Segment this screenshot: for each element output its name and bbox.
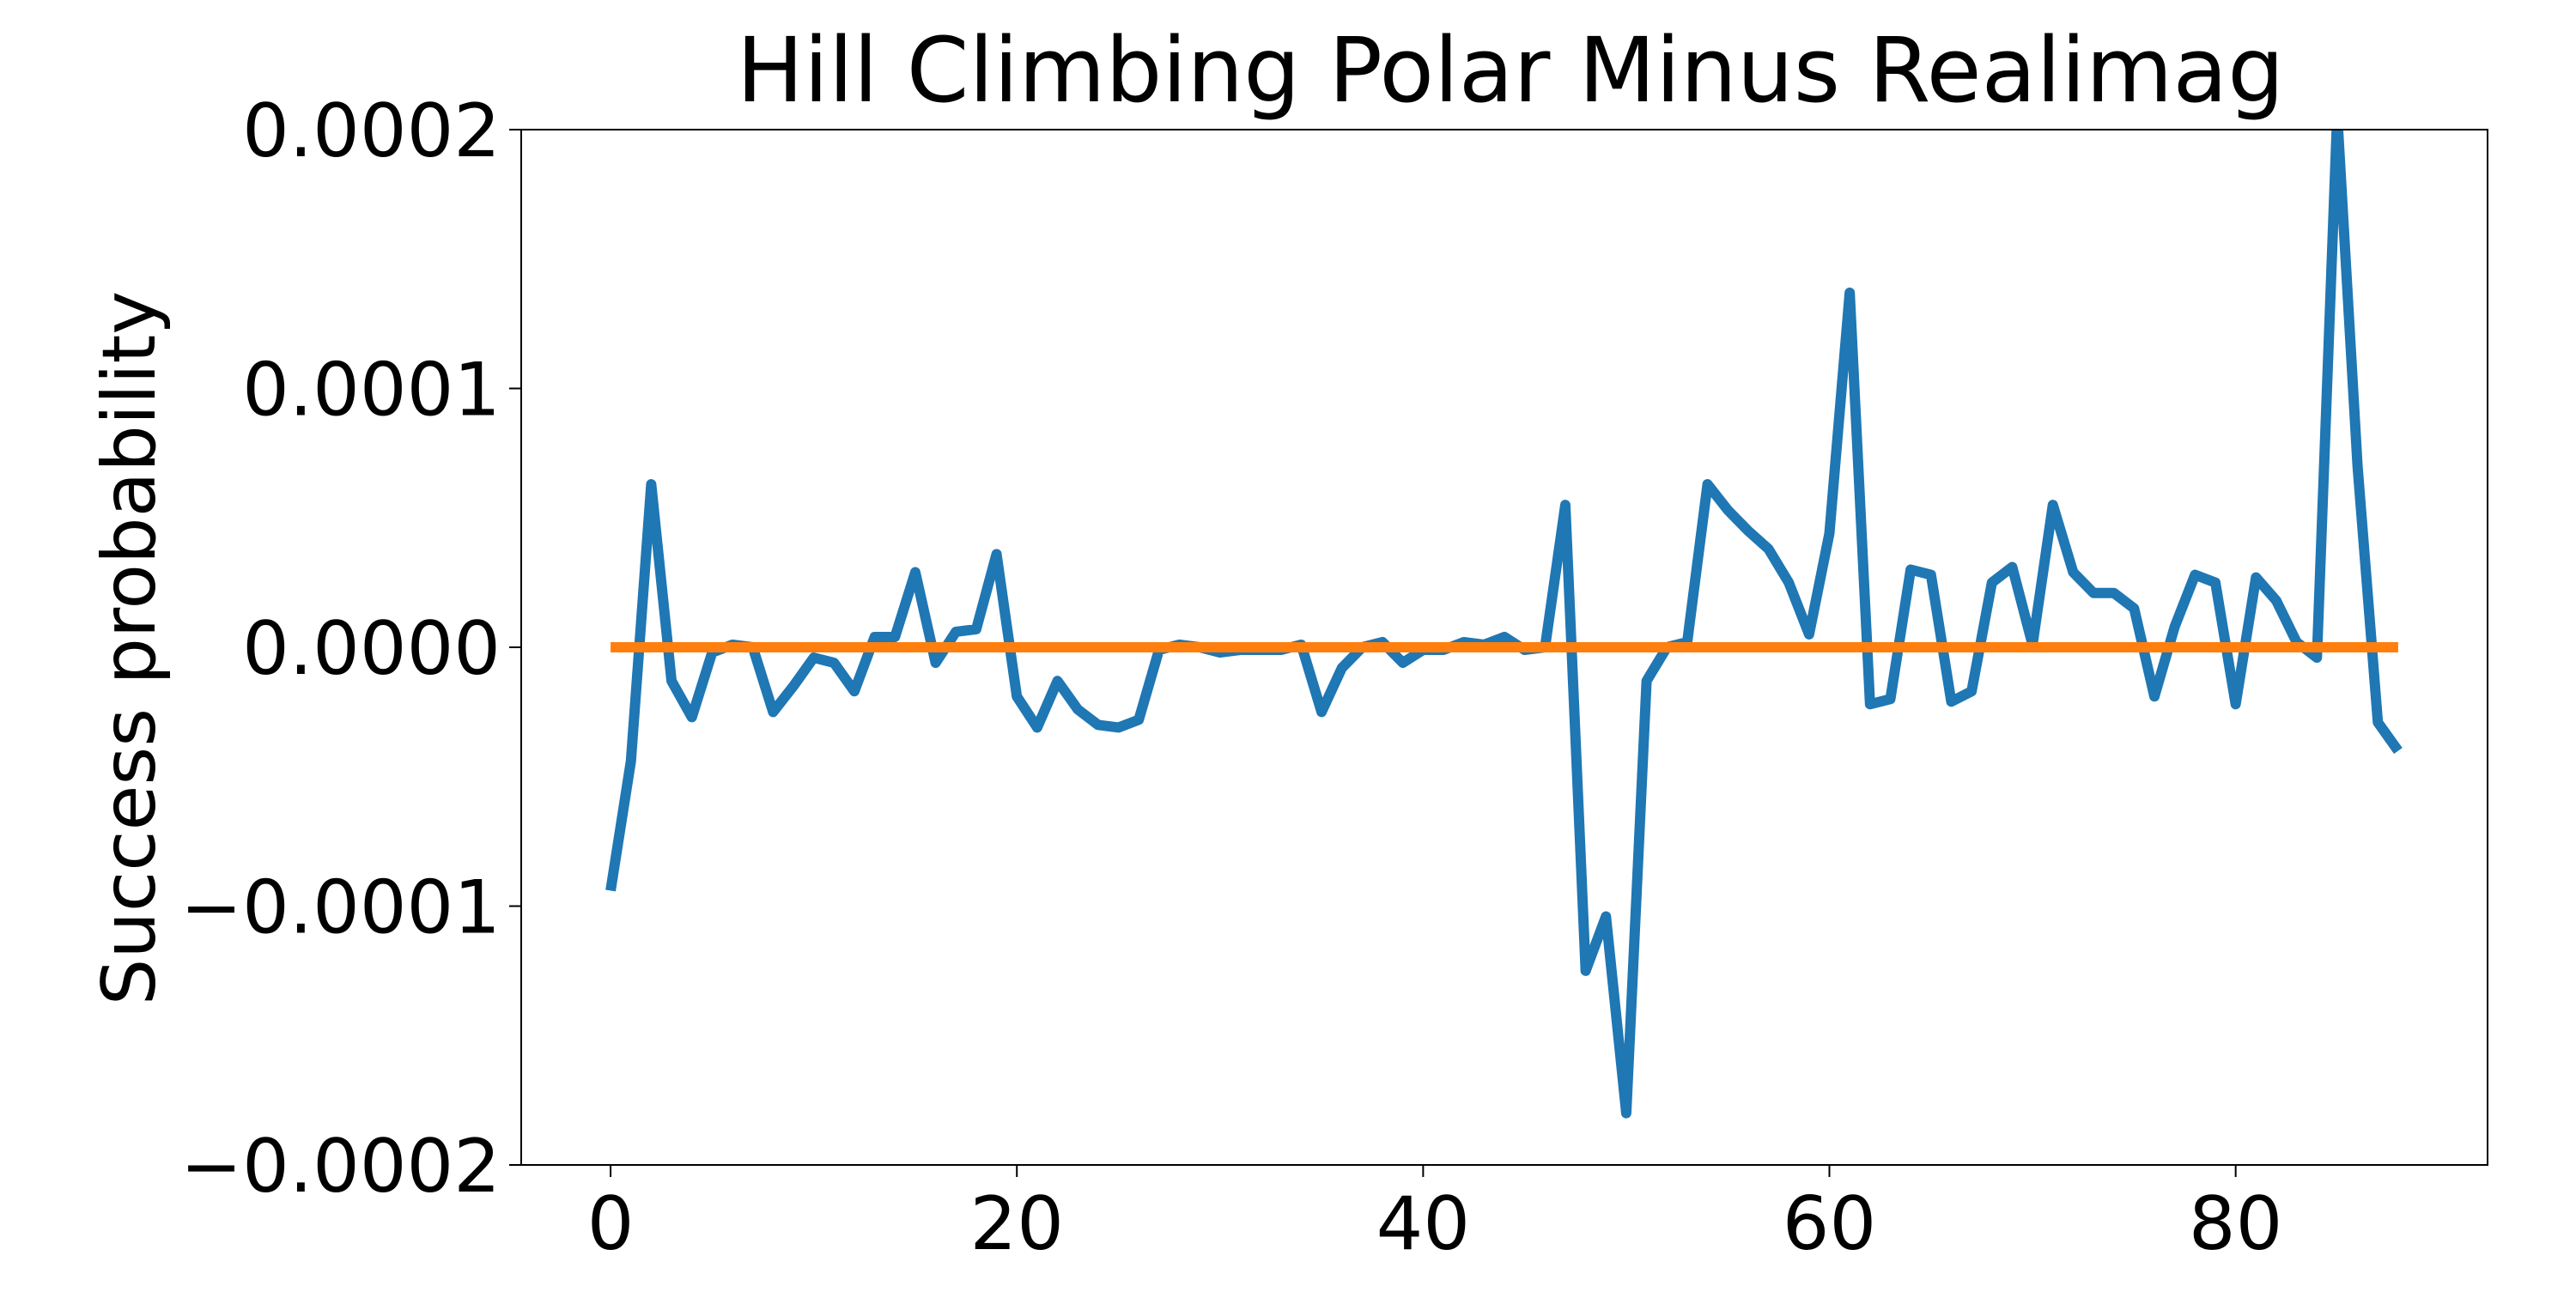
chart-title: Hill Climbing Polar Minus Realimag — [737, 18, 2284, 123]
plot-area: 0 20 40 60 80 −0.0002 −0.0001 0.0000 0.0001 0.000… — [180, 88, 2488, 1267]
y-tick-label: 0.0002 — [242, 88, 501, 174]
series-group — [605, 130, 2403, 1119]
x-tick-label: 40 — [1376, 1181, 1470, 1267]
y-axis-label: Success probability — [87, 291, 173, 1005]
series-line-0 — [605, 130, 2403, 1119]
x-tick-label: 60 — [1783, 1181, 1876, 1267]
x-tick-label: 20 — [970, 1181, 1064, 1267]
y-tick-label: 0.0000 — [242, 606, 501, 692]
y-tick-label: −0.0001 — [180, 865, 501, 951]
y-tick-label: 0.0001 — [242, 348, 501, 434]
x-tick-label: 0 — [587, 1181, 635, 1267]
x-tick-label: 80 — [2189, 1181, 2282, 1267]
y-tick-label: −0.0002 — [180, 1124, 501, 1210]
